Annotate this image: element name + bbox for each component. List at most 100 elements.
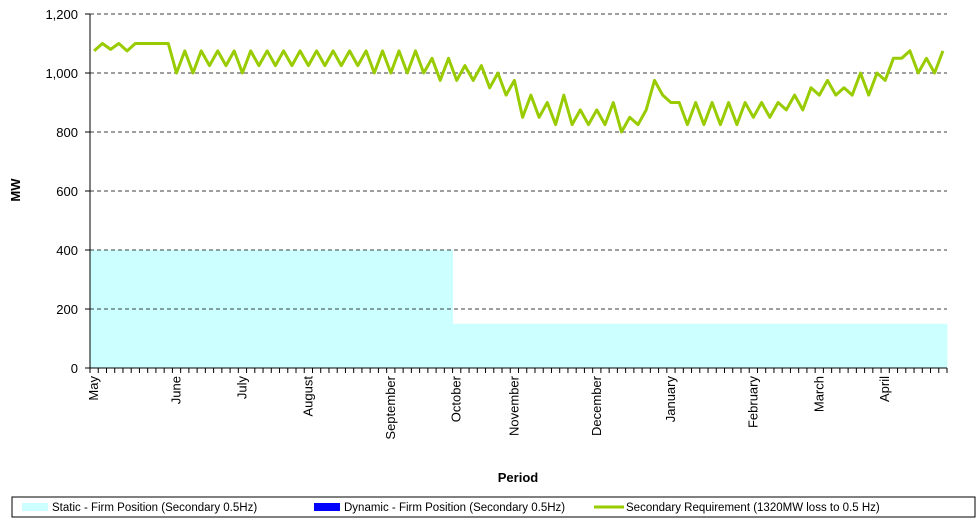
area-segment (625, 323, 635, 368)
legend-swatch (314, 503, 340, 511)
area-segment (650, 323, 659, 368)
x-tick-label: March (811, 376, 826, 412)
area-segment (452, 323, 462, 368)
area-segment (683, 323, 692, 368)
x-tick-label: January (663, 376, 678, 423)
x-tick-label: September (383, 375, 398, 439)
area-segment (386, 250, 396, 368)
area-segment (518, 323, 528, 368)
area-segment (889, 323, 898, 368)
area-segment (576, 323, 585, 368)
area-segment (559, 323, 569, 368)
area-segment (732, 323, 742, 368)
area-segment (106, 250, 116, 368)
area-segment (815, 323, 824, 368)
x-tick-label: June (169, 376, 184, 404)
area-segment (469, 323, 478, 368)
area-segment (740, 323, 750, 368)
area-segment (419, 250, 429, 368)
area-segment (691, 323, 701, 368)
area-segment (370, 250, 379, 368)
area-segment (749, 323, 758, 368)
area-segment (510, 323, 519, 368)
area-segment (699, 323, 709, 368)
area-segment (666, 323, 676, 368)
area-segment (773, 323, 783, 368)
area-segment (584, 323, 594, 368)
y-tick-label: 400 (56, 243, 78, 258)
area-segment (642, 323, 651, 368)
area-segment (864, 323, 874, 368)
area-segment (922, 323, 931, 368)
legend-label: Static - Firm Position (Secondary 0.5Hz) (52, 502, 257, 514)
area-segment (782, 323, 791, 368)
x-tick-label: December (589, 375, 604, 436)
y-tick-label: 1,200 (45, 7, 78, 22)
area-segment (287, 250, 297, 368)
area-segment (188, 250, 198, 368)
area-segment (633, 323, 643, 368)
area-segment (914, 323, 923, 368)
area-segment (526, 323, 536, 368)
area-segment (716, 323, 725, 368)
area-segment (238, 250, 247, 368)
area-segment (823, 323, 833, 368)
area-segment (938, 323, 948, 368)
area-segment (848, 323, 857, 368)
y-tick-label: 800 (56, 125, 78, 140)
legend-box (11, 496, 976, 518)
x-tick-label: July (234, 376, 249, 400)
area-segment (724, 323, 734, 368)
area-segment (98, 250, 107, 368)
x-tick-label: August (300, 376, 315, 417)
area-segment (708, 323, 717, 368)
area-segment (485, 323, 495, 368)
area-segment (798, 323, 808, 368)
area-segment (831, 323, 841, 368)
legend-label: Secondary Requirement (1320MW loss to 0.… (626, 502, 880, 514)
y-tick-label: 0 (71, 361, 78, 376)
area-segment (839, 323, 849, 368)
area-segment (905, 323, 915, 368)
y-tick-label: 1,000 (45, 66, 78, 81)
area-segment (337, 250, 346, 368)
area-segment (197, 250, 206, 368)
area-segment (493, 323, 503, 368)
x-axis-title: Period (498, 470, 539, 485)
area-segment (460, 323, 470, 368)
area-segment (567, 323, 577, 368)
line (93, 42, 945, 134)
area-segment (534, 323, 544, 368)
area-segment (600, 323, 610, 368)
area-segment (147, 250, 157, 368)
legend-label: Dynamic - Firm Position (Secondary 0.5Hz… (344, 502, 565, 514)
area-segment (279, 250, 289, 368)
y-tick-label: 600 (56, 184, 78, 199)
x-tick-label: February (745, 376, 760, 429)
area-segment (477, 323, 486, 368)
x-tick-label: May (86, 376, 101, 401)
y-tick-label: 200 (56, 302, 78, 317)
area-segment (617, 323, 627, 368)
area-segment (765, 323, 775, 368)
x-tick-label: October (449, 375, 464, 422)
legend-swatch (22, 503, 48, 511)
area-segment (320, 250, 330, 368)
area-segment (856, 323, 865, 368)
area-segment (930, 323, 940, 368)
area-segment (592, 323, 602, 368)
area-segment (328, 250, 338, 368)
area-segment (897, 323, 907, 368)
area-segment (90, 250, 99, 368)
area-segment (872, 323, 882, 368)
y-axis-title: MW (8, 178, 23, 202)
area-segment (790, 323, 800, 368)
area-segment (502, 323, 511, 368)
x-tick-label: November (506, 375, 521, 436)
area-segment (246, 250, 256, 368)
area-segment (543, 323, 552, 368)
area-segment (139, 250, 149, 368)
area-segment (806, 323, 816, 368)
